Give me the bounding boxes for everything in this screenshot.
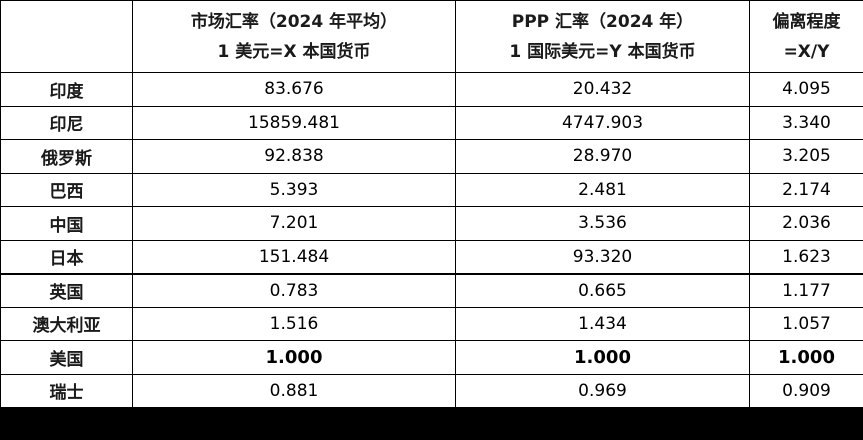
deviation-cell: 3.205 bbox=[749, 139, 863, 174]
table-row: 中国 7.201 3.536 2.036 bbox=[0, 206, 863, 241]
country-cell: 美国 bbox=[0, 340, 133, 375]
table-row-baseline: 美国 1.000 1.000 1.000 bbox=[0, 340, 863, 375]
table-row: 俄罗斯 92.838 28.970 3.205 bbox=[0, 139, 863, 174]
market-rate-cell: 1.516 bbox=[132, 306, 456, 341]
header-ppp-rate-line2: 1 国际美元=Y 本国货币 bbox=[509, 41, 696, 62]
market-rate-cell: 7.201 bbox=[132, 206, 456, 241]
header-deviation: 偏离程度 =X/Y bbox=[749, 0, 863, 73]
country-cell: 印度 bbox=[0, 72, 133, 107]
ppp-rate-cell: 93.320 bbox=[455, 239, 750, 274]
header-ppp-rate-line1: PPP 汇率（2024 年） bbox=[511, 11, 694, 32]
market-rate-cell: 1.000 bbox=[132, 340, 456, 375]
country-cell: 俄罗斯 bbox=[0, 139, 133, 174]
ppp-rate-cell: 1.434 bbox=[455, 306, 750, 341]
country-cell: 英国 bbox=[0, 272, 133, 308]
ppp-rate-cell: 1.000 bbox=[455, 340, 750, 375]
table-row: 印尼 15859.481 4747.903 3.340 bbox=[0, 105, 863, 140]
market-rate-cell: 151.484 bbox=[132, 239, 456, 274]
ppp-rate-cell: 28.970 bbox=[455, 139, 750, 174]
header-empty-cell bbox=[0, 0, 133, 73]
ppp-rate-cell: 3.536 bbox=[455, 206, 750, 241]
market-rate-cell: 92.838 bbox=[132, 139, 456, 174]
country-cell: 巴西 bbox=[0, 172, 133, 207]
header-ppp-rate: PPP 汇率（2024 年） 1 国际美元=Y 本国货币 bbox=[455, 0, 750, 73]
header-deviation-line1: 偏离程度 bbox=[772, 11, 841, 32]
country-cell: 澳大利亚 bbox=[0, 306, 133, 341]
exchange-rate-sheet: 市场汇率（2024 年平均） 1 美元=X 本国货币 PPP 汇率（2024 年… bbox=[0, 0, 863, 408]
market-rate-cell: 0.881 bbox=[132, 373, 456, 408]
header-deviation-line2: =X/Y bbox=[783, 41, 830, 62]
ppp-rate-cell: 2.481 bbox=[455, 172, 750, 207]
header-row: 市场汇率（2024 年平均） 1 美元=X 本国货币 PPP 汇率（2024 年… bbox=[0, 0, 863, 73]
table-row: 巴西 5.393 2.481 2.174 bbox=[0, 172, 863, 207]
ppp-rate-cell: 0.969 bbox=[455, 373, 750, 408]
table-row: 日本 151.484 93.320 1.623 bbox=[0, 239, 863, 274]
deviation-cell: 3.340 bbox=[749, 105, 863, 140]
ppp-rate-cell: 0.665 bbox=[455, 272, 750, 308]
deviation-cell: 1.057 bbox=[749, 306, 863, 341]
table-row: 印度 83.676 20.432 4.095 bbox=[0, 72, 863, 107]
exchange-rate-table: 市场汇率（2024 年平均） 1 美元=X 本国货币 PPP 汇率（2024 年… bbox=[0, 0, 863, 408]
header-market-rate: 市场汇率（2024 年平均） 1 美元=X 本国货币 bbox=[132, 0, 456, 73]
ppp-rate-cell: 20.432 bbox=[455, 72, 750, 107]
table-row: 瑞士 0.881 0.969 0.909 bbox=[0, 373, 863, 408]
deviation-cell: 4.095 bbox=[749, 72, 863, 107]
table-row: 英国 0.783 0.665 1.177 bbox=[0, 272, 863, 308]
market-rate-cell: 0.783 bbox=[132, 272, 456, 308]
header-market-rate-line1: 市场汇率（2024 年平均） bbox=[190, 11, 398, 32]
country-cell: 印尼 bbox=[0, 105, 133, 140]
market-rate-cell: 15859.481 bbox=[132, 105, 456, 140]
deviation-cell: 2.174 bbox=[749, 172, 863, 207]
country-cell: 中国 bbox=[0, 206, 133, 241]
deviation-cell: 2.036 bbox=[749, 206, 863, 241]
deviation-cell: 0.909 bbox=[749, 373, 863, 408]
ppp-rate-cell: 4747.903 bbox=[455, 105, 750, 140]
country-cell: 日本 bbox=[0, 239, 133, 274]
header-market-rate-line2: 1 美元=X 本国货币 bbox=[217, 41, 371, 62]
table-row: 澳大利亚 1.516 1.434 1.057 bbox=[0, 306, 863, 341]
deviation-cell: 1.177 bbox=[749, 272, 863, 308]
market-rate-cell: 5.393 bbox=[132, 172, 456, 207]
deviation-cell: 1.623 bbox=[749, 239, 863, 274]
deviation-cell: 1.000 bbox=[749, 340, 863, 375]
market-rate-cell: 83.676 bbox=[132, 72, 456, 107]
country-cell: 瑞士 bbox=[0, 373, 133, 408]
